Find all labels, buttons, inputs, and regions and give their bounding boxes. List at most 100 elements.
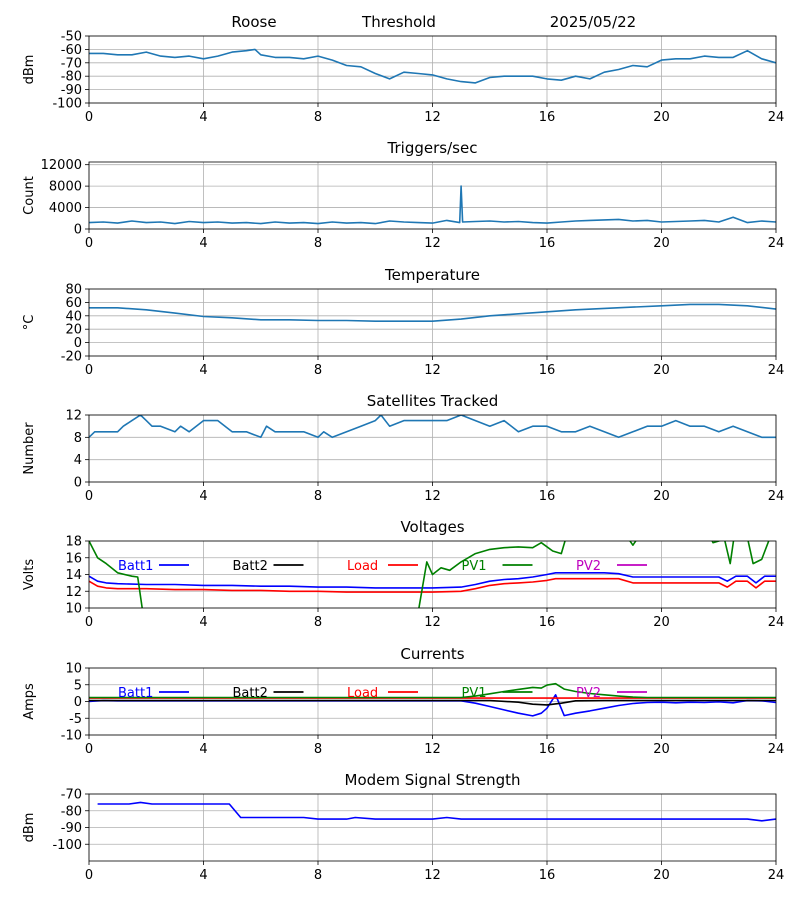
legend-label: Batt2 [233,686,268,701]
x-tick-label: 12 [424,615,441,630]
x-tick-label: 0 [85,868,93,883]
y-tick-label: 0 [74,223,82,238]
x-tick-label: 0 [85,742,93,757]
series-line [89,185,776,225]
y-tick-label: 12 [65,585,82,600]
x-tick-label: 20 [653,868,670,883]
y-tick-label: 4000 [49,201,82,216]
panel-satellites: 0 4 8 12 16 20 24 0 4 8 12 Satellites Tracked Number [22,392,784,504]
x-tick-label: 16 [539,742,556,757]
legend-label: PV2 [576,559,601,574]
y-tick-label: 12 [65,409,82,424]
chart-title: Voltages [400,518,464,536]
x-tick-label: 8 [314,868,322,883]
y-axis-label: dBm [22,55,37,85]
y-tick-label: 10 [65,602,82,617]
x-tick-label: 16 [539,110,556,125]
x-tick-label: 20 [653,489,670,504]
legend-label: Batt1 [118,686,153,701]
chart-title: Currents [400,645,464,663]
legend-label: PV1 [462,559,487,574]
y-tick-label: -70 [61,788,82,803]
series-line-pv1 [89,682,776,699]
y-tick-label: 14 [65,568,82,583]
x-tick-label: 16 [539,363,556,378]
y-axis-label: °C [22,315,37,331]
y-tick-label: 16 [65,551,82,566]
series-line-batt2 [89,699,776,706]
y-tick-label: -10 [61,729,82,744]
y-tick-label: -90 [61,821,82,836]
y-tick-label: 40 [65,309,82,324]
y-tick-label: 4 [74,453,82,468]
legend-label: Batt2 [233,559,268,574]
y-axis-label: Volts [22,559,37,591]
panel-triggers: 0 4 8 12 16 20 24 0 4000 8000 12000 Triggers/sec Cou… [22,139,784,251]
legend-label: Batt1 [118,559,153,574]
x-tick-label: 24 [768,615,785,630]
y-tick-label: -80 [61,804,82,819]
x-tick-label: 8 [314,742,322,757]
y-tick-label: 10 [65,662,82,677]
chart-title: Triggers/sec [387,139,478,157]
y-tick-label: -5 [69,712,82,727]
x-tick-label: 20 [653,363,670,378]
y-tick-label: 0 [74,695,82,710]
x-tick-label: 4 [199,868,207,883]
y-tick-label: -80 [61,70,82,85]
legend-label: PV1 [462,686,487,701]
y-tick-label: 60 [65,296,82,311]
y-tick-label: -70 [61,56,82,71]
series-line [89,303,776,323]
series-line [97,801,776,822]
x-tick-label: 4 [199,236,207,251]
panel-modem: 0 4 8 12 16 20 24 -100 -90 -80-70 Modem Signal Str… [22,771,784,883]
x-tick-label: 4 [199,615,207,630]
y-axis-label: Count [22,176,37,215]
x-tick-label: 24 [768,868,785,883]
x-tick-label: 4 [199,489,207,504]
series-line-load [89,577,776,593]
series-line-pv1 [89,541,770,608]
x-tick-label: 24 [768,236,785,251]
x-tick-label: 12 [424,489,441,504]
x-tick-label: 24 [768,110,785,125]
series-line-batt1 [89,571,776,589]
chart-title: Modem Signal Strength [345,771,521,789]
x-tick-label: 16 [539,868,556,883]
y-tick-label: 18 [65,535,82,550]
x-tick-label: 4 [199,742,207,757]
x-tick-label: 16 [539,489,556,504]
plot-area-currents [89,682,776,717]
x-tick-label: 12 [424,363,441,378]
x-tick-label: 16 [539,236,556,251]
x-tick-label: 12 [424,110,441,125]
x-tick-label: 8 [314,363,322,378]
x-tick-label: 0 [85,615,93,630]
y-tick-label: -50 [61,30,82,45]
x-tick-label: 12 [424,742,441,757]
y-tick-label: -90 [61,83,82,98]
x-tick-label: 20 [653,236,670,251]
x-tick-label: 8 [314,615,322,630]
legend-label: Load [347,559,378,574]
figure-header: Roose Threshold 2025/05/22 [231,13,636,31]
plot-area-signal [89,48,776,84]
x-tick-label: 8 [314,236,322,251]
y-tick-label: 8000 [49,180,82,195]
y-tick-label: 8 [74,431,82,446]
y-tick-label: -20 [61,350,82,365]
chart-title: Temperature [384,266,480,284]
series-line [89,415,776,439]
panel-signal: 0 4 8 12 16 20 24 -100-90-80-70-60-50 dBm [22,30,784,126]
x-tick-label: 8 [314,110,322,125]
plot-area-temperature [89,303,776,323]
x-tick-label: 20 [653,742,670,757]
x-tick-label: 0 [85,489,93,504]
y-tick-label: 0 [74,336,82,351]
plot-area-triggers [89,185,776,225]
x-tick-label: 4 [199,110,207,125]
chart-title: Satellites Tracked [367,392,498,410]
